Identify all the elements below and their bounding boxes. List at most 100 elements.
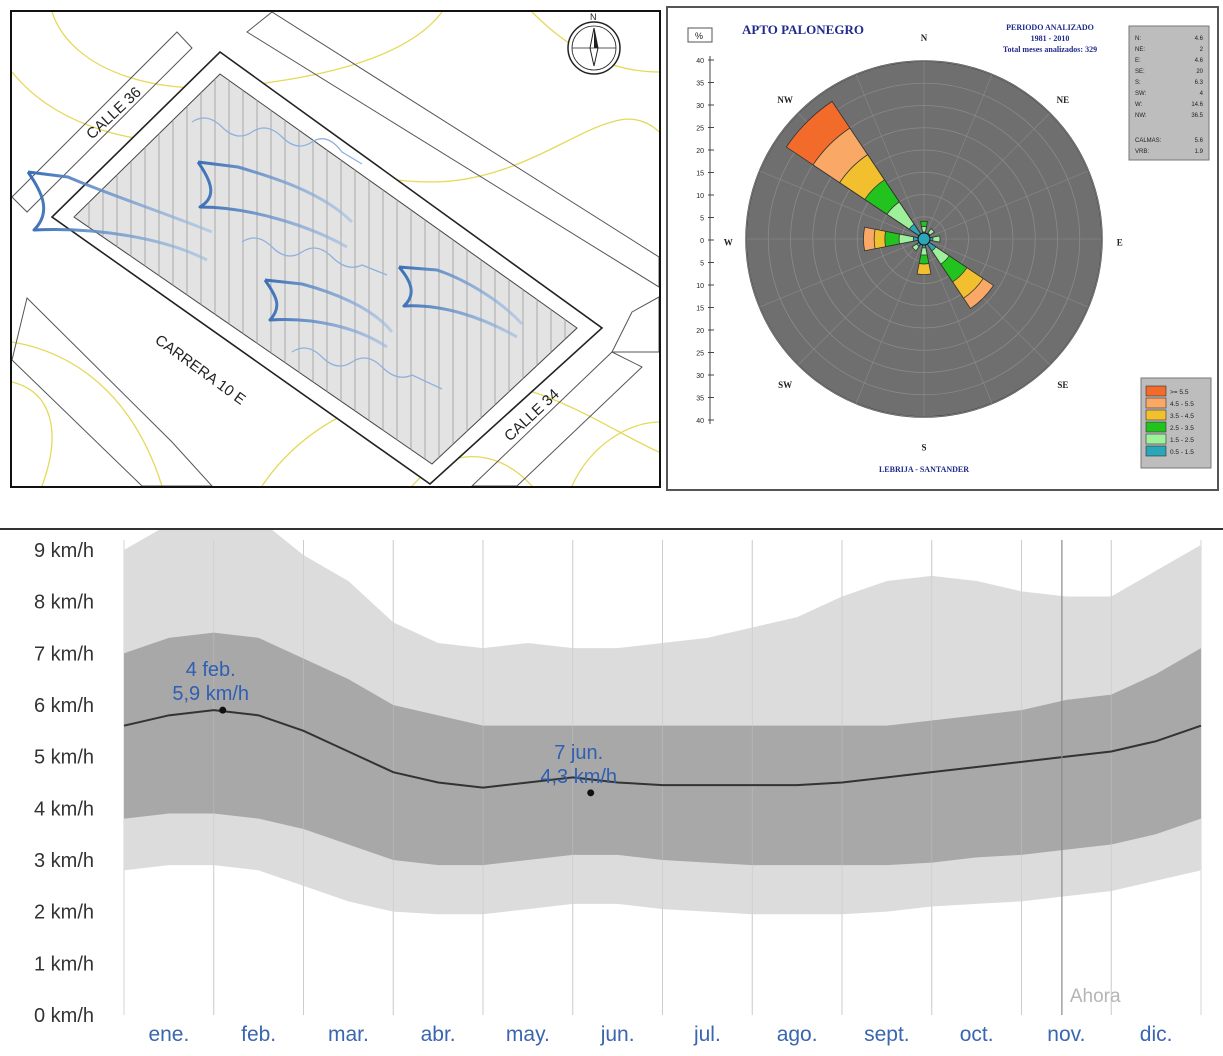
x-tick-label: nov. <box>1047 1023 1085 1046</box>
rose-spoke <box>759 170 925 240</box>
period-line-1: PERIODO ANALIZADO <box>1006 23 1094 32</box>
rose-spoke <box>855 238 925 404</box>
direction-label-se: SE <box>1057 380 1068 390</box>
direction-label-n: N <box>921 33 928 43</box>
direction-label-sw: SW <box>778 380 792 390</box>
legend-swatch <box>1145 421 1167 433</box>
scale-tick-label: 15 <box>696 306 704 313</box>
scale-tick-label: 20 <box>696 328 704 335</box>
direction-label-ne: NE <box>1057 95 1070 105</box>
calm-row-value: 1.9 <box>1195 149 1204 155</box>
rose-spoke <box>923 170 1089 240</box>
x-tick-label: mar. <box>328 1023 369 1046</box>
annotation-date: 4 feb. <box>186 659 236 681</box>
wind-rose-title: APTO PALONEGRO <box>742 22 864 37</box>
frequency-row-dir: SE: <box>1135 69 1145 75</box>
scale-tick-label: 25 <box>696 126 704 133</box>
scale-tick-label: 35 <box>696 396 704 403</box>
frequency-row-dir: E: <box>1135 58 1141 64</box>
legend-swatch <box>1145 433 1167 445</box>
frequency-row-dir: NE: <box>1135 47 1145 53</box>
x-tick-label: ago. <box>777 1023 818 1046</box>
direction-label-w: W <box>724 238 733 248</box>
legend-label: 1.5 - 2.5 <box>1170 437 1194 444</box>
y-tick-label: 7 km/h <box>34 643 94 665</box>
street-outlines <box>12 12 659 486</box>
wind-rose-chart: APTO PALONEGRO PERIODO ANALIZADO 1981 - … <box>687 22 1212 474</box>
x-tick-label: oct. <box>960 1023 994 1046</box>
y-tick-label: 2 km/h <box>34 902 94 924</box>
legend-swatch <box>1145 445 1167 457</box>
legend-swatch <box>1145 385 1167 397</box>
rose-spoke <box>923 238 1089 308</box>
y-tick-label: 1 km/h <box>34 953 94 975</box>
wind-rose-panel: APTO PALONEGRO PERIODO ANALIZADO 1981 - … <box>666 6 1219 491</box>
x-tick-label: jun. <box>600 1023 635 1046</box>
legend-swatch <box>1145 409 1167 421</box>
x-tick-label: dic. <box>1140 1023 1173 1046</box>
scale-tick-label: 15 <box>696 171 704 178</box>
annotation-point <box>587 789 595 797</box>
frequency-row-dir: NW: <box>1135 113 1147 119</box>
rose-disk: N NE E SE S SW W NW <box>724 33 1123 452</box>
frequency-row-value: 36.5 <box>1191 113 1203 119</box>
scale-tick-label: 10 <box>696 283 704 290</box>
rose-center <box>917 232 931 246</box>
wind-arrows <box>26 160 524 349</box>
scale-tick-label: 25 <box>696 351 704 358</box>
calm-row-label: CALMAS: <box>1135 138 1162 144</box>
scale-tick-label: 30 <box>696 103 704 110</box>
scale-tick-label: 5 <box>700 216 704 223</box>
frequency-table: N: 4.6 NE: 2 E: 4.6 SE: 20 S: 6.3 SW: 4 W: 14.6 NW: 36.… <box>1135 36 1204 155</box>
wind-speed-panel: Ahora 0 km/h 1 km/h 2 km/h 3 km/h 4 km/h 5 km… <box>0 513 1223 1049</box>
y-axis-ticks: 0 km/h 1 km/h 2 km/h 3 km/h 4 km/h 5 km/h 6 km… <box>34 540 94 1027</box>
frequency-row-dir: SW: <box>1135 91 1147 97</box>
rose-scale-ticks: 40 35 30 25 20 15 10 5 0 5 10 15 20 25 30 35 40 <box>696 58 714 425</box>
average-line <box>123 709 1202 789</box>
site-plan-panel: CALLE 36 CARRERA 10 E CALLE 34 N <box>10 10 661 488</box>
wind-speed-chart: Ahora 0 km/h 1 km/h 2 km/h 3 km/h 4 km/h 5 km… <box>34 513 1202 1046</box>
y-tick-label: 9 km/h <box>34 540 94 562</box>
y-tick-label: 3 km/h <box>34 850 94 872</box>
compass-icon: N <box>567 12 621 75</box>
speed-legend: >= 5.5 4.5 - 5.5 3.5 - 4.5 2.5 - 3.5 1.5 - 2… <box>1145 385 1194 457</box>
scale-tick-label: 5 <box>700 261 704 268</box>
annotation-value: 5,9 km/h <box>172 683 249 705</box>
scale-tick-label: 40 <box>696 58 704 65</box>
x-axis-ticks: ene. feb. mar. abr. may. jun. jul. ago. sept. oct… <box>148 1023 1172 1046</box>
scale-tick-label: 0 <box>700 238 704 245</box>
legend-swatch <box>1145 397 1167 409</box>
annotation-point <box>219 706 227 714</box>
x-tick-label: feb. <box>241 1023 276 1046</box>
rose-spoke <box>855 74 925 240</box>
y-tick-label: 8 km/h <box>34 592 94 614</box>
y-tick-label: 4 km/h <box>34 798 94 820</box>
legend-label: 2.5 - 3.5 <box>1170 425 1194 432</box>
now-label: Ahora <box>1070 986 1121 1007</box>
direction-label-e: E <box>1117 238 1123 248</box>
y-tick-label: 6 km/h <box>34 695 94 717</box>
rose-spoke <box>759 238 925 308</box>
frequency-row-value: 2 <box>1200 47 1204 53</box>
frequency-row-dir: S: <box>1135 80 1141 86</box>
rose-unit-label: % <box>695 31 703 41</box>
period-line-2: 1981 - 2010 <box>1031 34 1070 43</box>
frequency-row-value: 4.6 <box>1195 36 1204 42</box>
x-tick-label: jul. <box>693 1023 721 1046</box>
speed-bands <box>124 513 1201 1015</box>
rose-wedge <box>898 233 925 245</box>
x-tick-label: ene. <box>148 1023 189 1046</box>
rose-spoke <box>923 112 1051 240</box>
scale-tick-label: 20 <box>696 148 704 155</box>
compass-north-label: N <box>590 12 597 22</box>
legend-label: 3.5 - 4.5 <box>1170 413 1194 420</box>
annotation-date: 7 jun. <box>554 742 603 764</box>
scale-tick-label: 10 <box>696 193 704 200</box>
x-tick-label: abr. <box>421 1023 456 1046</box>
period-line-3: Total meses analizados: 329 <box>1003 45 1097 54</box>
legend-label: 4.5 - 5.5 <box>1170 401 1194 408</box>
scale-tick-label: 40 <box>696 418 704 425</box>
annotation-value: 4,3 km/h <box>540 766 617 788</box>
frequency-row-value: 20 <box>1196 69 1203 75</box>
legend-label: 0.5 - 1.5 <box>1170 449 1194 456</box>
